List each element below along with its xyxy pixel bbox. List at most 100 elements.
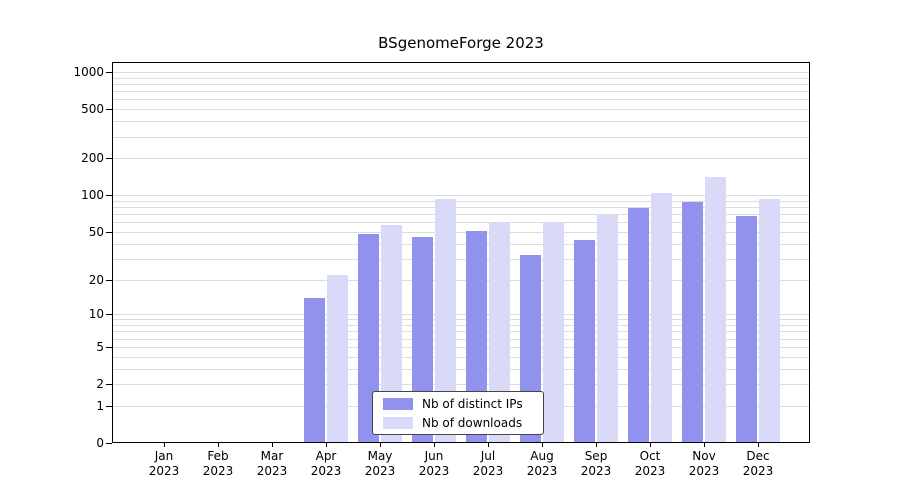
gridline	[112, 84, 810, 85]
gridline	[112, 384, 810, 385]
gridline	[112, 279, 810, 281]
bar-aug-downloads	[543, 222, 564, 443]
x-tick-mark	[434, 443, 435, 447]
x-tick-label: Jul 2023	[458, 449, 518, 479]
gridline	[112, 200, 810, 202]
bar-oct-downloads	[651, 192, 672, 443]
bar-nov-downloads	[705, 177, 726, 443]
legend-label-distinct-ips: Nb of distinct IPs	[422, 396, 523, 411]
y-tick-mark	[106, 195, 112, 197]
y-tick-label: 200	[81, 151, 104, 166]
legend: Nb of distinct IPs Nb of downloads	[372, 391, 544, 435]
legend-swatch-downloads	[383, 416, 413, 429]
x-tick-label: Aug 2023	[512, 449, 572, 479]
y-tick-mark	[106, 72, 112, 73]
x-tick-mark	[650, 443, 651, 447]
x-tick-mark	[758, 443, 759, 447]
x-tick-label: Dec 2023	[728, 449, 788, 479]
x-tick-label-line: Jul	[480, 449, 496, 463]
y-tick-mark	[106, 443, 112, 444]
legend-item-downloads: Nb of downloads	[383, 416, 533, 430]
x-tick-label-line: Nov	[692, 449, 716, 463]
y-tick-mark	[106, 384, 112, 385]
x-tick-label-line: 2023	[310, 464, 342, 478]
x-tick-label-line: 2023	[364, 464, 396, 478]
gridline	[112, 314, 810, 316]
gridline	[112, 356, 810, 358]
x-tick-label-line: Feb	[207, 449, 229, 463]
x-tick-label-line: Dec	[746, 449, 770, 463]
y-tick-mark	[106, 279, 112, 281]
x-tick-label-line: 2023	[256, 464, 288, 478]
x-tick-label: Jun 2023	[404, 449, 464, 479]
gridlines-layer	[112, 62, 810, 443]
x-tick-mark	[218, 443, 219, 447]
bar-sep-downloads	[597, 214, 618, 443]
gridline	[112, 331, 810, 333]
legend-label-downloads: Nb of downloads	[422, 415, 523, 430]
bar-jun-downloads	[435, 199, 456, 443]
y-tick-label: 500	[81, 102, 104, 117]
x-tick-label-line: 2023	[472, 464, 504, 478]
bar-nov-distinct-ips	[682, 202, 703, 443]
x-tick-label-line: 2023	[148, 464, 180, 478]
x-tick-mark	[596, 443, 597, 447]
gridline	[112, 231, 810, 233]
y-tick-mark	[106, 405, 112, 407]
bar-apr-downloads	[327, 274, 348, 443]
bars-layer	[112, 62, 810, 443]
gridline	[112, 258, 810, 260]
y-tick-label: 5	[96, 339, 104, 354]
y-tick-mark	[106, 314, 112, 316]
gridline	[112, 91, 810, 93]
x-tick-label-line: 2023	[202, 464, 234, 478]
y-tick-label: 100	[81, 188, 104, 203]
y-tick-mark	[106, 231, 112, 233]
y-tick-mark	[106, 109, 112, 111]
x-tick-label-line: Oct	[639, 449, 661, 463]
x-tick-label: Nov 2023	[674, 449, 734, 479]
y-tick-mark	[106, 158, 112, 160]
y-tick-label: 2	[96, 377, 104, 391]
x-tick-label-line: Mar	[260, 449, 284, 463]
x-tick-label-line: Jun	[424, 449, 444, 463]
x-tick-mark	[326, 443, 327, 447]
gridline	[112, 207, 810, 208]
chart-title: BSgenomeForge 2023	[378, 34, 544, 52]
y-tick-label: 0	[96, 436, 104, 450]
gridline	[112, 222, 810, 224]
gridline	[112, 195, 810, 197]
x-tick-label-line: Jan	[154, 449, 174, 463]
gridline	[112, 99, 810, 101]
y-tick-label: 10	[88, 307, 104, 322]
bar-sep-distinct-ips	[574, 239, 595, 443]
x-tick-label: Apr 2023	[296, 449, 356, 479]
x-tick-label: Oct 2023	[620, 449, 680, 479]
x-tick-mark	[488, 443, 489, 447]
gridline	[112, 346, 810, 348]
x-tick-mark	[380, 443, 381, 447]
x-tick-label: Sep 2023	[566, 449, 626, 479]
x-tick-label: Feb 2023	[188, 449, 248, 479]
gridline	[112, 338, 810, 340]
bar-may-downloads	[381, 225, 402, 443]
gridline	[112, 214, 810, 216]
gridline	[112, 77, 810, 79]
gridline	[112, 109, 810, 111]
gridline	[112, 121, 810, 123]
gridline	[112, 158, 810, 160]
bar-jul-downloads	[489, 222, 510, 443]
x-tick-label-line: 2023	[742, 464, 774, 478]
x-tick-mark	[704, 443, 705, 447]
gridline	[112, 319, 810, 321]
gridline	[112, 243, 810, 245]
x-tick-label-line: 2023	[526, 464, 558, 478]
gridline	[112, 136, 810, 138]
legend-item-distinct-ips: Nb of distinct IPs	[383, 397, 533, 411]
x-tick-label: Mar 2023	[242, 449, 302, 479]
bar-may-distinct-ips	[358, 234, 379, 443]
x-tick-label-line: May	[367, 449, 393, 463]
x-tick-label-line: Aug	[530, 449, 554, 463]
y-tick-label: 1	[96, 398, 104, 413]
